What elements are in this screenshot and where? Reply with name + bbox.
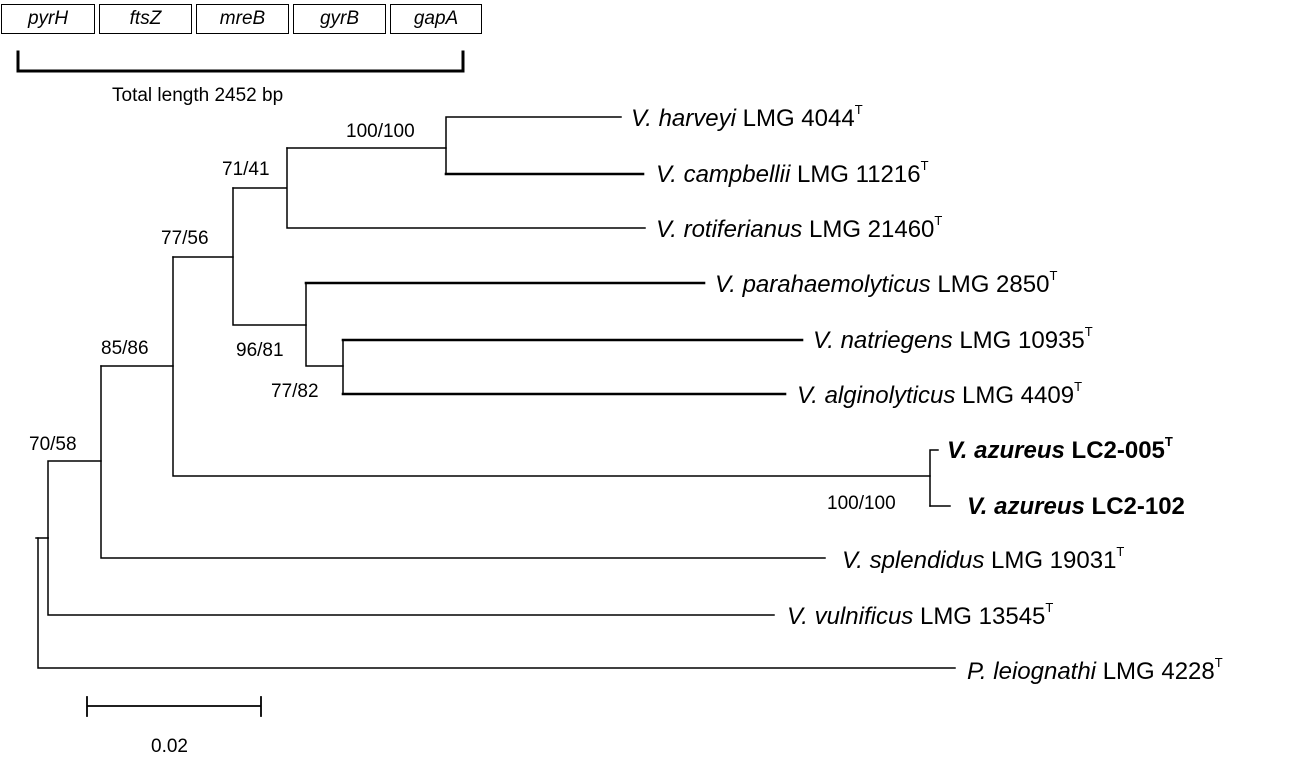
leaf-azureus-lc2-102: V. azureus LC2-102	[967, 493, 1185, 520]
branch-harveyi	[445, 116, 622, 175]
branch-azureus-lc2-005	[929, 449, 939, 507]
branch-root	[37, 537, 956, 669]
branch-to-85-86	[47, 460, 102, 539]
leaf-splendidus: V. splendidus LMG 19031T	[842, 544, 1125, 574]
leaf-leiognathi: P. leiognathi LMG 4228T	[967, 655, 1223, 685]
branch-inner-node	[232, 187, 307, 326]
support-harveyi-campbellii: 100/100	[346, 121, 415, 142]
leaf-campbellii: V. campbellii LMG 11216T	[656, 158, 929, 188]
support-85-86: 85/86	[101, 338, 149, 359]
gene-box-gyrb: gyrB	[293, 4, 386, 34]
gene-box-mreb: mreB	[196, 4, 289, 34]
leaf-alginolyticus: V. alginolyticus LMG 4409T	[797, 379, 1083, 409]
scale-bar-label: 0.02	[151, 736, 188, 757]
support-77-56: 77/56	[161, 228, 209, 249]
leaf-natriegens: V. natriegens LMG 10935T	[813, 324, 1093, 354]
support-77-82: 77/82	[271, 381, 319, 402]
support-azureus: 100/100	[827, 493, 896, 514]
scale-bar	[86, 696, 262, 717]
gene-box-pyrh: pyrH	[1, 4, 95, 34]
total-length-bracket	[16, 50, 465, 73]
leaf-azureus-lc2-005: V. azureus LC2-005T	[947, 434, 1173, 464]
support-70-58: 70/58	[29, 434, 77, 455]
gene-box-gapa: gapA	[390, 4, 482, 34]
total-length-label: Total length 2452 bp	[112, 85, 284, 106]
leaf-parahaemolyticus: V. parahaemolyticus LMG 2850T	[715, 268, 1058, 298]
gene-box-ftsz: ftsZ	[99, 4, 192, 34]
branch-node-96-81	[305, 282, 344, 367]
branch-node-85-86	[100, 365, 826, 559]
support-71-41: 71/41	[222, 159, 270, 180]
branch-node-70-58	[47, 537, 775, 616]
branch-node-71-41	[232, 147, 646, 229]
leaf-vulnificus: V. vulnificus LMG 13545T	[787, 600, 1054, 630]
leaf-harveyi: V. harveyi LMG 4044T	[631, 102, 863, 132]
branch-node-77-56	[172, 256, 931, 477]
support-96-81: 96/81	[236, 340, 284, 361]
leaf-rotiferianus: V. rotiferianus LMG 21460T	[656, 213, 943, 243]
